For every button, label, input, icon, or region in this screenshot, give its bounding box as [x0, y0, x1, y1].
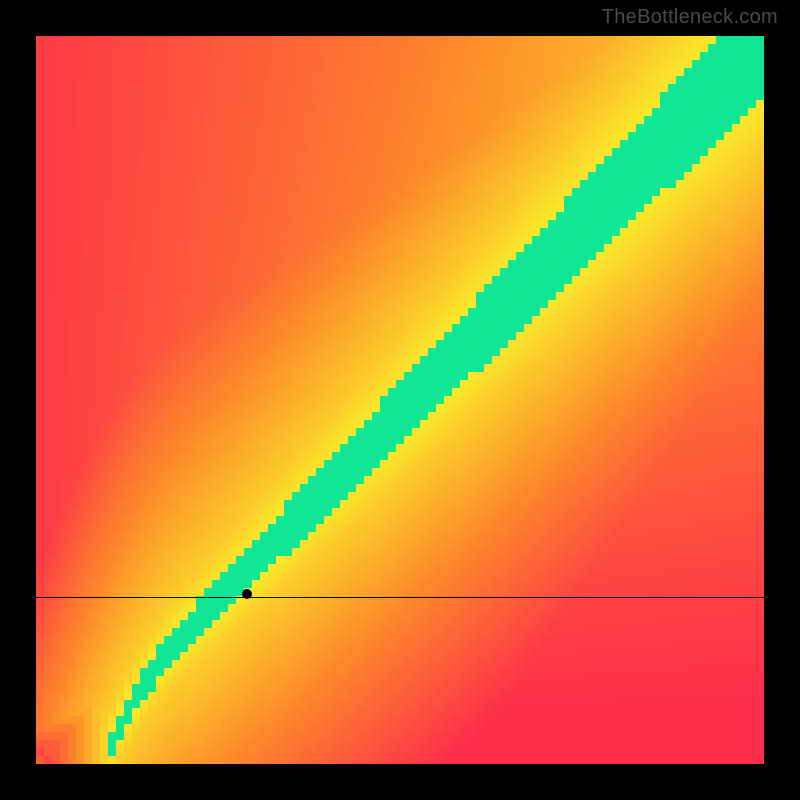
data-point-marker [242, 589, 252, 599]
heatmap-canvas [36, 36, 764, 764]
watermark-text: TheBottleneck.com [602, 6, 778, 29]
heatmap-plot-area [36, 36, 764, 764]
crosshair-horizontal-line [36, 597, 764, 598]
